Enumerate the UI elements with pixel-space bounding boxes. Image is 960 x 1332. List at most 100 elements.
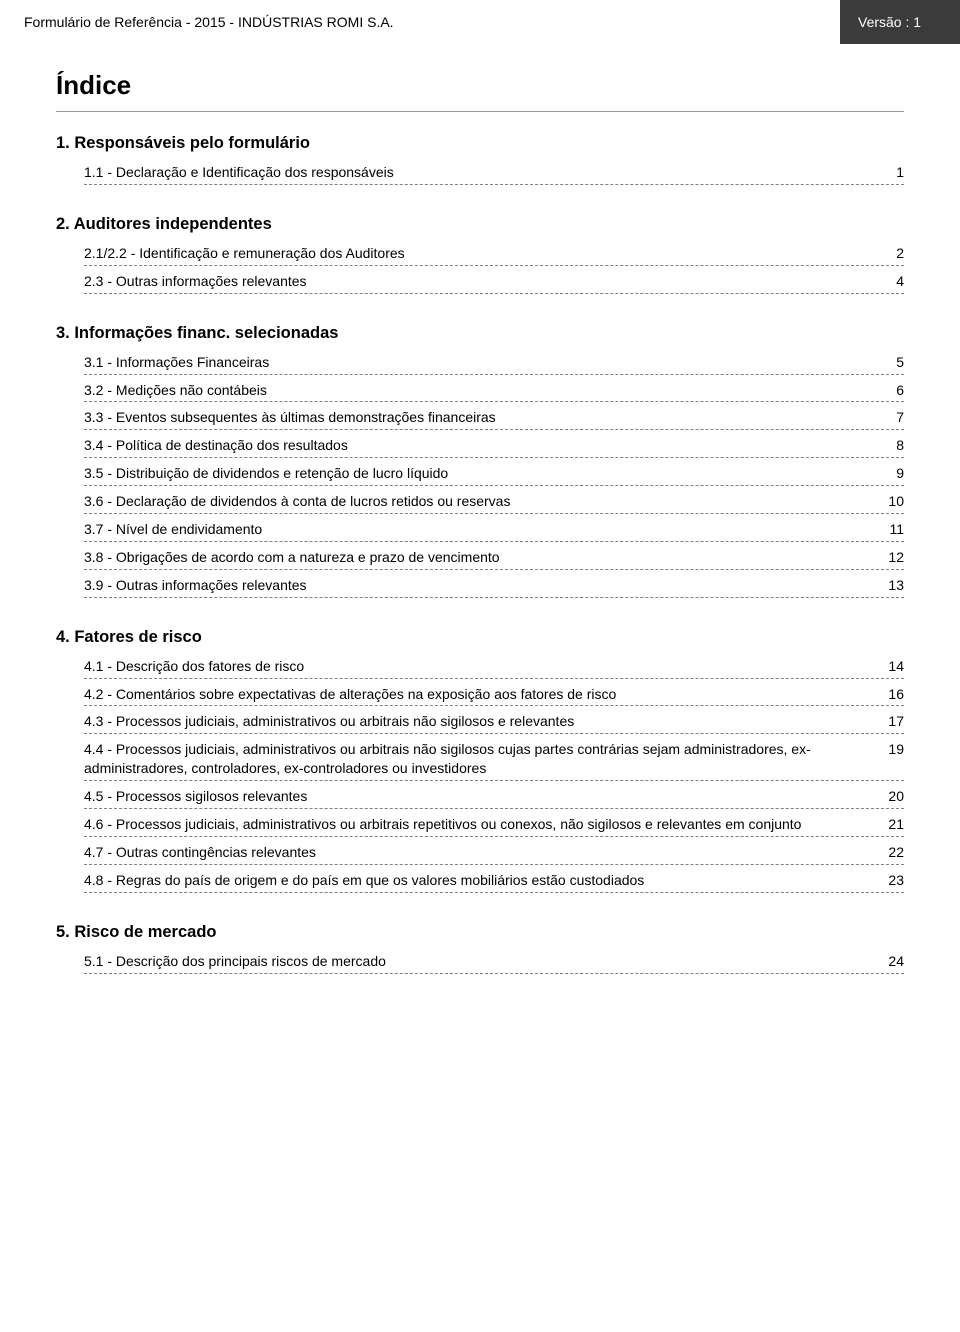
toc-item-label: 5.1 - Descrição dos principais riscos de… <box>84 952 394 971</box>
toc-row-divider <box>84 265 904 266</box>
section-heading: 3. Informações financ. selecionadas <box>56 324 904 343</box>
page-title: Índice <box>0 54 960 111</box>
toc-row: 3.5 - Distribuição de dividendos e reten… <box>84 464 904 483</box>
toc-item-label: 4.7 - Outras contingências relevantes <box>84 843 324 862</box>
toc-row-divider <box>84 401 904 402</box>
toc-section: 3. Informações financ. selecionadas 3.1 -… <box>56 324 904 598</box>
toc-row: 3.6 - Declaração de dividendos à conta d… <box>84 492 904 511</box>
toc-row-divider <box>84 541 904 542</box>
toc-row-divider <box>84 457 904 458</box>
toc-row-divider <box>84 597 904 598</box>
toc-item-label: 3.4 - Política de destinação dos resulta… <box>84 436 356 455</box>
toc-item-page: 8 <box>880 436 904 455</box>
toc-content: 1. Responsáveis pelo formulário 1.1 - Dec… <box>0 134 960 1034</box>
toc-row: 3.2 - Medições não contábeis 6 <box>84 381 904 400</box>
toc-row: 3.9 - Outras informações relevantes 13 <box>84 576 904 595</box>
toc-row-divider <box>84 836 904 837</box>
toc-row-divider <box>84 780 904 781</box>
toc-item-page: 12 <box>880 548 904 567</box>
toc-row: 4.7 - Outras contingências relevantes 22 <box>84 843 904 862</box>
toc-row: 3.8 - Obrigações de acordo com a naturez… <box>84 548 904 567</box>
toc-item-page: 23 <box>880 871 904 890</box>
toc-item-page: 19 <box>880 740 904 759</box>
toc-item-label: 2.1/2.2 - Identificação e remuneração do… <box>84 244 413 263</box>
toc-row: 3.7 - Nível de endividamento 11 <box>84 520 904 539</box>
toc-row: 4.8 - Regras do país de origem e do país… <box>84 871 904 890</box>
toc-row-divider <box>84 429 904 430</box>
toc-section: 1. Responsáveis pelo formulário 1.1 - Dec… <box>56 134 904 185</box>
toc-list: 2.1/2.2 - Identificação e remuneração do… <box>84 244 904 294</box>
toc-item-label: 4.1 - Descrição dos fatores de risco <box>84 657 312 676</box>
section-heading: 1. Responsáveis pelo formulário <box>56 134 904 153</box>
toc-item-page: 22 <box>880 843 904 862</box>
doc-title: Formulário de Referência - 2015 - INDÚST… <box>24 14 394 30</box>
toc-item-label: 3.2 - Medições não contábeis <box>84 381 275 400</box>
toc-item-label: 3.9 - Outras informações relevantes <box>84 576 315 595</box>
toc-row: 4.1 - Descrição dos fatores de risco 14 <box>84 657 904 676</box>
toc-row: 3.1 - Informações Financeiras 5 <box>84 353 904 372</box>
toc-item-page: 14 <box>880 657 904 676</box>
toc-row-divider <box>84 678 904 679</box>
toc-row-divider <box>84 808 904 809</box>
toc-row: 4.3 - Processos judiciais, administrativ… <box>84 712 904 731</box>
toc-item-page: 4 <box>880 272 904 291</box>
toc-row: 3.4 - Política de destinação dos resulta… <box>84 436 904 455</box>
toc-row-divider <box>84 569 904 570</box>
toc-item-label: 3.1 - Informações Financeiras <box>84 353 277 372</box>
toc-item-page: 11 <box>880 520 904 539</box>
toc-item-page: 21 <box>880 815 904 834</box>
document-page: Formulário de Referência - 2015 - INDÚST… <box>0 0 960 1034</box>
toc-item-label: 4.8 - Regras do país de origem e do país… <box>84 871 652 890</box>
toc-item-label: 3.8 - Obrigações de acordo com a naturez… <box>84 548 508 567</box>
toc-item-page: 13 <box>880 576 904 595</box>
toc-row: 5.1 - Descrição dos principais riscos de… <box>84 952 904 971</box>
toc-row-divider <box>84 184 904 185</box>
toc-row-divider <box>84 374 904 375</box>
toc-row: 2.3 - Outras informações relevantes 4 <box>84 272 904 291</box>
toc-row-divider <box>84 973 904 974</box>
toc-list: 5.1 - Descrição dos principais riscos de… <box>84 952 904 974</box>
toc-row: 3.3 - Eventos subsequentes às últimas de… <box>84 408 904 427</box>
page-header: Formulário de Referência - 2015 - INDÚST… <box>0 0 960 54</box>
toc-item-label: 3.6 - Declaração de dividendos à conta d… <box>84 492 518 511</box>
toc-item-page: 7 <box>880 408 904 427</box>
toc-item-label: 2.3 - Outras informações relevantes <box>84 272 315 291</box>
section-heading: 5. Risco de mercado <box>56 923 904 942</box>
toc-section: 2. Auditores independentes 2.1/2.2 - Iden… <box>56 215 904 294</box>
toc-item-label: 4.5 - Processos sigilosos relevantes <box>84 787 315 806</box>
toc-item-label: 1.1 - Declaração e Identificação dos res… <box>84 163 402 182</box>
section-heading: 2. Auditores independentes <box>56 215 904 234</box>
toc-item-label: 4.4 - Processos judiciais, administrativ… <box>84 740 880 778</box>
toc-row-divider <box>84 705 904 706</box>
toc-item-page: 9 <box>880 464 904 483</box>
toc-item-page: 10 <box>880 492 904 511</box>
toc-row: 4.2 - Comentários sobre expectativas de … <box>84 685 904 704</box>
toc-item-label: 3.7 - Nível de endividamento <box>84 520 270 539</box>
toc-item-label: 4.6 - Processos judiciais, administrativ… <box>84 815 809 834</box>
toc-item-page: 5 <box>880 353 904 372</box>
toc-row-divider <box>84 293 904 294</box>
toc-item-label: 3.3 - Eventos subsequentes às últimas de… <box>84 408 504 427</box>
toc-item-page: 16 <box>880 685 904 704</box>
toc-item-page: 20 <box>880 787 904 806</box>
toc-list: 3.1 - Informações Financeiras 5 3.2 - Medi… <box>84 353 904 598</box>
toc-list: 4.1 - Descrição dos fatores de risco144.… <box>84 657 904 893</box>
toc-row: 2.1/2.2 - Identificação e remuneração do… <box>84 244 904 263</box>
title-rule <box>56 111 904 112</box>
toc-item-page: 17 <box>880 712 904 731</box>
version-badge: Versão : 1 <box>840 0 960 44</box>
toc-row: 1.1 - Declaração e Identificação dos res… <box>84 163 904 182</box>
toc-item-page: 2 <box>880 244 904 263</box>
toc-row-divider <box>84 892 904 893</box>
toc-section: 4. Fatores de risco 4.1 - Descrição dos f… <box>56 628 904 893</box>
toc-row-divider <box>84 485 904 486</box>
toc-list: 1.1 - Declaração e Identificação dos res… <box>84 163 904 185</box>
toc-item-page: 6 <box>880 381 904 400</box>
toc-item-page: 1 <box>880 163 904 182</box>
toc-row-divider <box>84 733 904 734</box>
toc-section: 5. Risco de mercado 5.1 - Descrição dos p… <box>56 923 904 974</box>
toc-item-page: 24 <box>880 952 904 971</box>
section-heading: 4. Fatores de risco <box>56 628 904 647</box>
toc-item-label: 3.5 - Distribuição de dividendos e reten… <box>84 464 456 483</box>
toc-row-divider <box>84 513 904 514</box>
